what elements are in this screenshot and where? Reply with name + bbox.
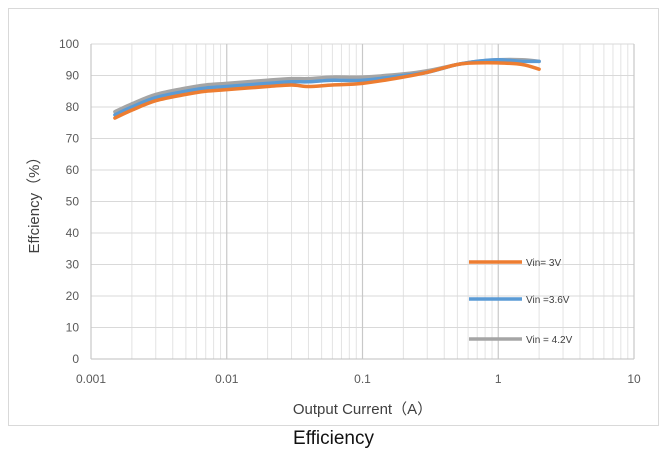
- legend: Vin= 3V Vin =3.6V Vin = 4.2V: [469, 258, 573, 346]
- x-tick-label: 0.001: [76, 372, 106, 386]
- x-tick-label: 0.01: [215, 372, 239, 386]
- series-line-1: [113, 60, 541, 120]
- x-tick-label: 1: [495, 372, 502, 386]
- x-axis-title: Output Current（A）: [293, 401, 432, 418]
- y-tick-label: 90: [66, 69, 80, 83]
- y-tick-label: 80: [66, 100, 80, 114]
- y-tick-label: 70: [66, 132, 80, 146]
- y-tick-label: 10: [66, 321, 80, 335]
- tick-labels: 0 10 20 30 40 50 60 70 80 90 100 0.001 0.01 0.1 1 10: [59, 37, 641, 386]
- series-layer: [113, 57, 541, 120]
- major-gridlines: [90, 43, 635, 360]
- legend-label: Vin = 4.2V: [526, 335, 573, 346]
- y-tick-label: 60: [66, 163, 80, 177]
- y-tick-label: 20: [66, 289, 80, 303]
- y-tick-label: 40: [66, 226, 80, 240]
- efficiency-chart: 0 10 20 30 40 50 60 70 80 90 100 0.001 0.01 0.1 1 10 Vi…: [26, 37, 641, 418]
- legend-label: Vin= 3V: [526, 258, 561, 269]
- chart-frame: 0 10 20 30 40 50 60 70 80 90 100 0.001 0.01 0.1 1 10 Vi…: [8, 8, 659, 426]
- figure-caption: Efficiency: [293, 428, 374, 449]
- y-axis-title: Effciency（%）: [26, 150, 43, 254]
- y-tick-label: 50: [66, 195, 80, 209]
- x-tick-label: 0.1: [354, 372, 371, 386]
- y-tick-label: 30: [66, 258, 80, 272]
- x-tick-label: 10: [627, 372, 641, 386]
- y-tick-label: 0: [72, 352, 79, 366]
- y-tick-label: 100: [59, 37, 79, 51]
- legend-label: Vin =3.6V: [526, 295, 570, 306]
